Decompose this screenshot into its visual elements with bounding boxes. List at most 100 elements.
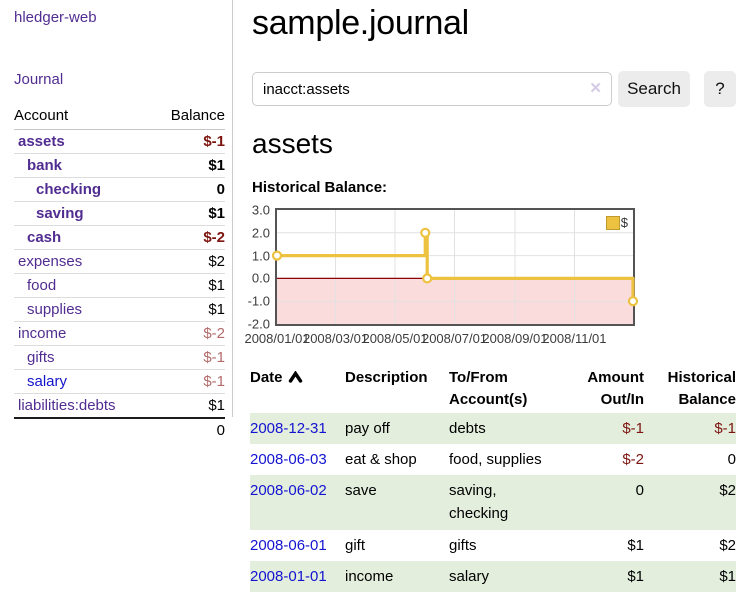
transaction-date-link[interactable]: 2008-12-31 — [250, 419, 327, 437]
clear-search-icon[interactable]: ✕ — [589, 80, 602, 97]
search-input[interactable] — [252, 72, 612, 106]
x-axis-tick-label: 2008/11/01 — [542, 331, 607, 346]
transaction-balance: $2 — [719, 482, 736, 499]
x-axis-tick-label: 2008/05/01 — [362, 331, 428, 346]
accounts-header-balance: Balance — [151, 105, 225, 130]
transaction-date-link[interactable]: 2008-06-03 — [250, 450, 327, 468]
transaction-amount: $1 — [627, 567, 644, 585]
column-header-balance: Historical Balance — [667, 369, 736, 408]
account-link-liabilities-debts[interactable]: liabilities:debts — [18, 397, 116, 414]
transaction-description: pay off — [345, 419, 390, 437]
account-balance: $-1 — [151, 345, 225, 370]
app-brand-link[interactable]: hledger-web — [14, 9, 97, 26]
account-balance: $1 — [151, 201, 225, 226]
account-link-expenses[interactable]: expenses — [18, 253, 83, 270]
x-axis-tick-label: 2008/09/01 — [482, 331, 548, 346]
account-row: saving $1 — [14, 201, 225, 226]
transaction-description: eat & shop — [345, 450, 417, 468]
account-balance: $1 — [151, 393, 225, 418]
transaction-amount: 0 — [635, 482, 644, 499]
account-row: assets $-1 — [14, 130, 225, 154]
account-link-assets[interactable]: assets — [18, 133, 65, 150]
account-link-cash[interactable]: cash — [27, 229, 62, 246]
column-header-accounts: To/From Account(s) — [449, 369, 528, 408]
transaction-description: gift — [345, 536, 366, 554]
register-row: 2008-01-01 income salary $1 $1 — [250, 560, 736, 592]
sort-ascending-icon — [288, 368, 303, 390]
accounts-total-spacer — [14, 417, 152, 442]
page-title: sample.journal — [252, 4, 469, 42]
account-row: food $1 — [14, 273, 225, 298]
account-row: bank $1 — [14, 153, 225, 178]
help-button[interactable]: ? — [704, 71, 736, 107]
transaction-description: save — [345, 482, 377, 499]
column-header-description: Description — [345, 369, 428, 386]
transaction-accounts: salary — [449, 567, 490, 585]
account-row: income $-2 — [14, 321, 225, 346]
transaction-accounts: gifts — [449, 536, 477, 554]
search-bar: ✕ Search ? — [252, 71, 740, 107]
account-link-checking[interactable]: checking — [36, 181, 102, 198]
account-link-salary[interactable]: salary — [27, 373, 68, 390]
transaction-description: income — [345, 567, 394, 585]
transaction-accounts: debts — [449, 419, 486, 437]
account-link-bank[interactable]: bank — [27, 157, 63, 174]
accounts-total-value: 0 — [151, 417, 225, 442]
nav-journal-link[interactable]: Journal — [14, 71, 64, 88]
transaction-date-link[interactable]: 2008-06-01 — [250, 536, 327, 554]
account-balance: $1 — [151, 273, 225, 298]
search-button[interactable]: Search — [618, 71, 690, 107]
account-link-food[interactable]: food — [27, 277, 57, 294]
account-link-gifts[interactable]: gifts — [27, 349, 55, 366]
account-row: expenses $2 — [14, 249, 225, 274]
account-row: gifts $-1 — [14, 345, 225, 370]
chart-plot-area: $ — [271, 208, 639, 326]
account-balance: 0 — [151, 177, 225, 202]
register-row: 2008-06-01 gift gifts $1 $2 — [250, 530, 736, 561]
transaction-date-link[interactable]: 2008-06-02 — [250, 482, 327, 499]
transaction-amount: $-2 — [622, 450, 644, 468]
account-link-supplies[interactable]: supplies — [27, 301, 83, 318]
account-balance: $2 — [151, 249, 225, 274]
y-axis-tick-label: 2.0 — [251, 225, 270, 241]
accounts-header-account: Account — [14, 105, 152, 130]
account-balance: $-1 — [203, 133, 225, 150]
register-header-row: Date Description To/From Account(s) Amou… — [250, 365, 736, 413]
transaction-balance: $-1 — [714, 419, 736, 437]
account-link-saving[interactable]: saving — [36, 205, 84, 222]
transaction-balance: 0 — [727, 450, 736, 468]
account-row: supplies $1 — [14, 297, 225, 322]
accounts-total-row: 0 — [14, 417, 225, 442]
transaction-accounts: saving, checking — [449, 482, 509, 523]
account-link-income[interactable]: income — [18, 325, 67, 342]
register-row: 2008-06-02 save saving, checking 0 $2 — [250, 475, 736, 530]
y-axis-tick-label: -2.0 — [247, 316, 270, 332]
account-balance: $1 — [151, 297, 225, 322]
register-row: 2008-06-03 eat & shop food, supplies $-2 0 — [250, 444, 736, 475]
account-heading: assets — [252, 128, 333, 159]
transaction-date-link[interactable]: 2008-01-01 — [250, 567, 327, 585]
y-axis-tick-label: 3.0 — [251, 202, 270, 218]
register-table: Date Description To/From Account(s) Amou… — [250, 365, 736, 592]
legend-label: $ — [620, 215, 628, 230]
y-axis-tick-label: 0.0 — [251, 270, 270, 286]
register-row: 2008-12-31 pay off debts $-1 $-1 — [250, 412, 736, 444]
x-axis-tick-label: 2008/03/01 — [302, 331, 369, 346]
transaction-balance: $1 — [719, 567, 736, 585]
transaction-accounts: food, supplies — [449, 450, 542, 468]
search-box: ✕ — [252, 72, 612, 106]
sidebar: hledger-web Journal Account Balance asse… — [0, 0, 233, 442]
accounts-header-row: Account Balance — [14, 105, 225, 130]
transaction-amount: $-1 — [622, 419, 644, 437]
chart-canvas — [271, 210, 639, 324]
y-axis-tick-label: -1.0 — [247, 293, 270, 309]
account-row: salary $-1 — [14, 369, 225, 394]
account-balance: $1 — [151, 153, 225, 178]
chart-title: Historical Balance: — [252, 179, 388, 196]
chart-legend: $ — [605, 215, 628, 230]
column-header-date-label: Date — [250, 369, 283, 386]
column-header-date[interactable]: Date — [250, 365, 345, 413]
main-content: sample.journal ✕ Search ? assets Histori… — [244, 0, 740, 592]
legend-swatch-icon — [605, 215, 620, 230]
account-balance: $-2 — [151, 321, 225, 346]
